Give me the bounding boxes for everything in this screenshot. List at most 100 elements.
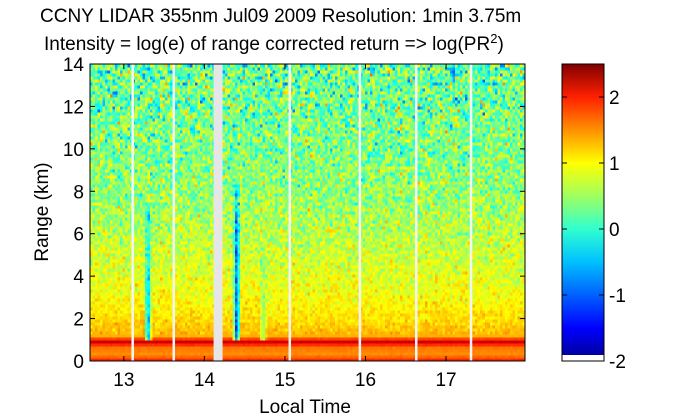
heatmap-cell [95,166,99,170]
heatmap-cell [95,316,99,320]
heatmap-cell [92,298,96,302]
heatmap-cell [107,325,111,329]
heatmap-cell [92,349,96,353]
heatmap-cell [102,271,106,275]
heatmap-cell [100,181,104,185]
heatmap-cell [100,331,104,335]
heatmap-cell [97,172,101,176]
heatmap-cell [90,331,94,335]
heatmap-cell [92,304,96,308]
heatmap-cell [107,166,111,170]
heatmap-cell [97,124,101,128]
heatmap-cell [97,85,101,89]
heatmap-cell [107,265,111,269]
heatmap-cell [107,322,111,326]
heatmap-cell [90,142,94,146]
heatmap-cell [105,217,109,221]
heatmap-cell [110,313,114,317]
heatmap-cell [100,256,104,260]
heatmap-cell [107,340,111,344]
heatmap-cell [107,142,111,146]
heatmap-cell [112,319,116,323]
heatmap-cell [92,328,96,332]
heatmap-cell [97,355,101,359]
heatmap-cell [107,169,111,173]
heatmap-cell [100,244,104,248]
heatmap-cell [112,256,116,260]
heatmap-cell [90,286,94,290]
heatmap-cell [95,268,99,272]
heatmap-cell [92,289,96,293]
heatmap-cell [105,103,109,107]
heatmap-cell [102,121,106,125]
heatmap-cell [100,73,104,77]
heatmap-cell [105,91,109,95]
heatmap-cell [110,211,114,215]
heatmap-cell [112,304,116,308]
heatmap-cell [95,331,99,335]
heatmap-cell [97,322,101,326]
heatmap-cell [97,301,101,305]
heatmap-cell [112,301,116,305]
heatmap-cell [100,133,104,137]
heatmap-cell [112,262,116,266]
heatmap-cell [102,250,106,254]
heatmap-cell [112,145,116,149]
heatmap-cell [90,301,94,305]
heatmap-cell [95,298,99,302]
heatmap-cell [100,316,104,320]
heatmap-cell [92,259,96,263]
heatmap-cell [90,340,94,344]
heatmap-cell [97,82,101,86]
heatmap-cell [110,328,114,332]
heatmap-cell [95,337,99,341]
heatmap-cell [90,85,94,89]
heatmap-cell [107,79,111,83]
heatmap-cell [100,97,104,101]
heatmap-cell [92,163,96,167]
heatmap-cell [92,235,96,239]
heatmap-cell [100,178,104,182]
heatmap-cell [95,82,99,86]
heatmap-cell [92,268,96,272]
heatmap-cell [100,214,104,218]
heatmap-cell [100,358,104,362]
heatmap-cell [90,163,94,167]
heatmap-cell [102,115,106,119]
heatmap-cell [90,247,94,251]
heatmap-cell [90,268,94,272]
heatmap-cell [90,133,94,137]
heatmap-cell [110,274,114,278]
heatmap-cell [90,127,94,131]
heatmap-cell [112,259,116,263]
heatmap-cell [110,193,114,197]
heatmap-cell [92,67,96,71]
heatmap-cell [112,163,116,167]
heatmap-cell [95,310,99,314]
heatmap-cell [97,271,101,275]
heatmap-cell [95,238,99,242]
heatmap-cell [90,73,94,77]
heatmap-cell [105,187,109,191]
heatmap-cell [95,343,99,347]
heatmap-cell [97,181,101,185]
heatmap-cell [100,136,104,140]
heatmap-cell [107,247,111,251]
heatmap-cell [110,109,114,113]
heatmap-cell [100,259,104,263]
heatmap-cell [102,337,106,341]
heatmap-cell [95,208,99,212]
heatmap-cell [107,97,111,101]
heatmap-cell [102,313,106,317]
heatmap-cell [105,157,109,161]
heatmap-cell [92,112,96,116]
heatmap-cell [92,184,96,188]
heatmap-cell [97,274,101,278]
heatmap-cell [105,235,109,239]
heatmap-cell [102,163,106,167]
heatmap-cell [107,175,111,179]
heatmap-cell [112,280,116,284]
heatmap-cell [97,76,101,80]
heatmap-cell [110,241,114,245]
heatmap-cell [90,130,94,134]
